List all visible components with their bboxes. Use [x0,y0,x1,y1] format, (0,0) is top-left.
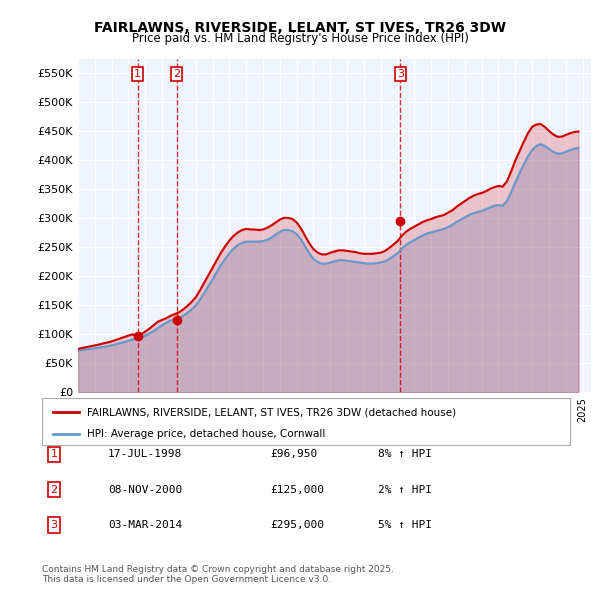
Text: 3: 3 [397,69,404,79]
Text: £125,000: £125,000 [270,485,324,494]
Text: 17-JUL-1998: 17-JUL-1998 [108,450,182,459]
Text: £295,000: £295,000 [270,520,324,530]
Text: FAIRLAWNS, RIVERSIDE, LELANT, ST IVES, TR26 3DW: FAIRLAWNS, RIVERSIDE, LELANT, ST IVES, T… [94,21,506,35]
Text: 03-MAR-2014: 03-MAR-2014 [108,520,182,530]
Text: FAIRLAWNS, RIVERSIDE, LELANT, ST IVES, TR26 3DW (detached house): FAIRLAWNS, RIVERSIDE, LELANT, ST IVES, T… [87,408,456,417]
Text: 3: 3 [50,520,58,530]
Text: £96,950: £96,950 [270,450,317,459]
Text: Price paid vs. HM Land Registry's House Price Index (HPI): Price paid vs. HM Land Registry's House … [131,32,469,45]
Text: 5% ↑ HPI: 5% ↑ HPI [378,520,432,530]
Text: 8% ↑ HPI: 8% ↑ HPI [378,450,432,459]
Text: 2: 2 [50,485,58,494]
Text: 08-NOV-2000: 08-NOV-2000 [108,485,182,494]
Text: HPI: Average price, detached house, Cornwall: HPI: Average price, detached house, Corn… [87,429,325,438]
Text: Contains HM Land Registry data © Crown copyright and database right 2025.
This d: Contains HM Land Registry data © Crown c… [42,565,394,584]
Text: 1: 1 [134,69,141,79]
Text: 2: 2 [173,69,180,79]
Text: 2% ↑ HPI: 2% ↑ HPI [378,485,432,494]
Text: 1: 1 [50,450,58,459]
